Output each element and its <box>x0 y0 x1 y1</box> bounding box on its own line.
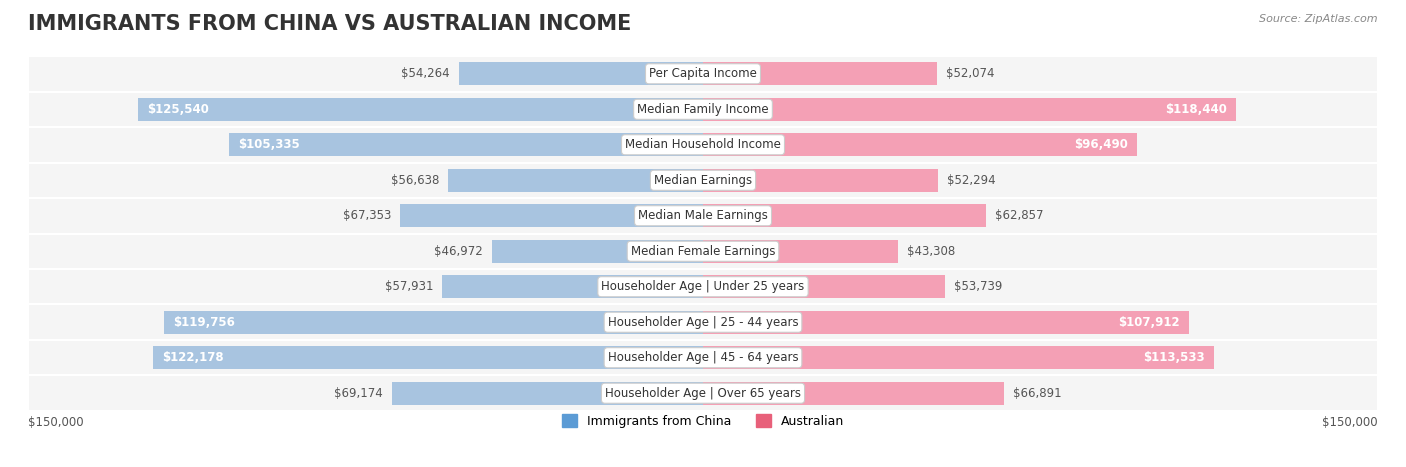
Bar <box>392 382 703 405</box>
Bar <box>229 133 703 156</box>
Text: $67,353: $67,353 <box>343 209 391 222</box>
FancyBboxPatch shape <box>28 234 1378 269</box>
Text: Median Male Earnings: Median Male Earnings <box>638 209 768 222</box>
Text: Median Female Earnings: Median Female Earnings <box>631 245 775 258</box>
FancyBboxPatch shape <box>28 375 1378 411</box>
Text: $54,264: $54,264 <box>401 67 450 80</box>
Text: $150,000: $150,000 <box>1322 416 1378 429</box>
Text: $122,178: $122,178 <box>162 351 224 364</box>
Text: $96,490: $96,490 <box>1074 138 1128 151</box>
Text: $57,931: $57,931 <box>385 280 433 293</box>
Legend: Immigrants from China, Australian: Immigrants from China, Australian <box>557 410 849 433</box>
Text: Median Family Income: Median Family Income <box>637 103 769 116</box>
Text: Householder Age | 45 - 64 years: Householder Age | 45 - 64 years <box>607 351 799 364</box>
Text: $150,000: $150,000 <box>28 416 84 429</box>
Text: Householder Age | 25 - 44 years: Householder Age | 25 - 44 years <box>607 316 799 329</box>
Bar <box>443 275 703 298</box>
Text: Per Capita Income: Per Capita Income <box>650 67 756 80</box>
Bar <box>449 169 703 192</box>
Text: $69,174: $69,174 <box>335 387 382 400</box>
Bar <box>703 346 1213 369</box>
FancyBboxPatch shape <box>28 56 1378 92</box>
Text: $118,440: $118,440 <box>1166 103 1227 116</box>
FancyBboxPatch shape <box>28 198 1378 234</box>
Text: $52,294: $52,294 <box>948 174 995 187</box>
Text: $125,540: $125,540 <box>148 103 209 116</box>
FancyBboxPatch shape <box>28 269 1378 304</box>
Text: Source: ZipAtlas.com: Source: ZipAtlas.com <box>1260 14 1378 24</box>
Text: Householder Age | Under 25 years: Householder Age | Under 25 years <box>602 280 804 293</box>
Text: Median Earnings: Median Earnings <box>654 174 752 187</box>
Text: $66,891: $66,891 <box>1012 387 1062 400</box>
FancyBboxPatch shape <box>28 92 1378 127</box>
Text: $105,335: $105,335 <box>238 138 299 151</box>
Text: $52,074: $52,074 <box>946 67 995 80</box>
Bar <box>399 204 703 227</box>
FancyBboxPatch shape <box>28 163 1378 198</box>
Bar <box>703 62 938 85</box>
Bar <box>703 275 945 298</box>
Text: $56,638: $56,638 <box>391 174 439 187</box>
Text: $46,972: $46,972 <box>434 245 482 258</box>
Bar <box>492 240 703 263</box>
Text: $119,756: $119,756 <box>173 316 235 329</box>
Bar <box>703 169 938 192</box>
Bar <box>703 382 1004 405</box>
Bar <box>703 98 1236 121</box>
Bar <box>153 346 703 369</box>
Bar <box>138 98 703 121</box>
Bar <box>703 311 1188 334</box>
Text: IMMIGRANTS FROM CHINA VS AUSTRALIAN INCOME: IMMIGRANTS FROM CHINA VS AUSTRALIAN INCO… <box>28 14 631 34</box>
FancyBboxPatch shape <box>28 340 1378 375</box>
Bar <box>703 204 986 227</box>
Text: Median Household Income: Median Household Income <box>626 138 780 151</box>
Bar <box>703 240 898 263</box>
Bar <box>458 62 703 85</box>
Text: $43,308: $43,308 <box>907 245 955 258</box>
Text: $113,533: $113,533 <box>1143 351 1205 364</box>
Text: $53,739: $53,739 <box>953 280 1002 293</box>
FancyBboxPatch shape <box>28 304 1378 340</box>
Text: $107,912: $107,912 <box>1118 316 1180 329</box>
FancyBboxPatch shape <box>28 127 1378 163</box>
Text: Householder Age | Over 65 years: Householder Age | Over 65 years <box>605 387 801 400</box>
Text: $62,857: $62,857 <box>995 209 1043 222</box>
Bar <box>165 311 703 334</box>
Bar <box>703 133 1137 156</box>
